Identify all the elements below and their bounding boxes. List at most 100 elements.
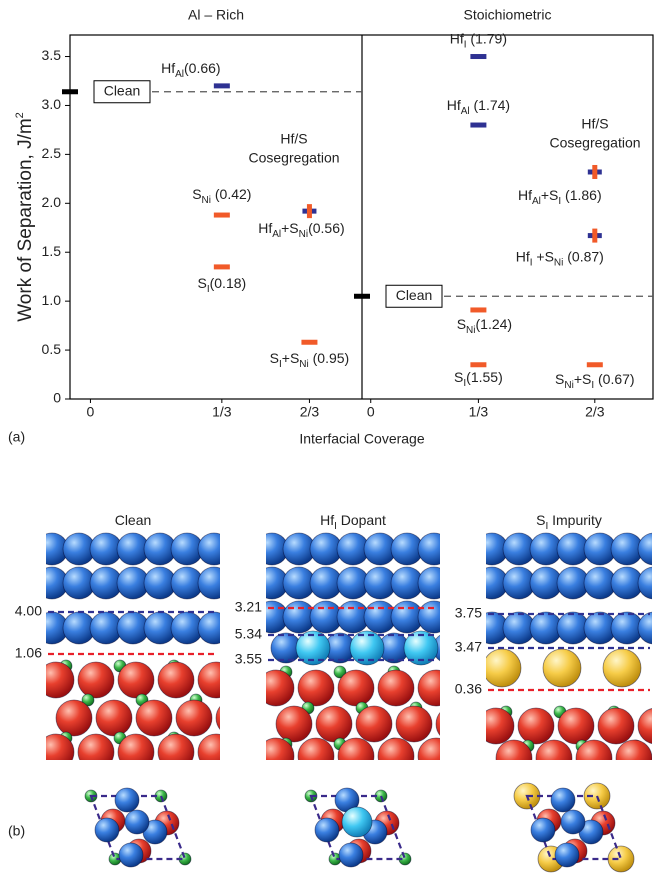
atom [95, 818, 119, 842]
level-label: 3.47 [455, 639, 482, 655]
text-run: (0.95) [309, 350, 349, 366]
atom [418, 738, 454, 774]
atom [258, 670, 294, 706]
atom [436, 706, 472, 742]
point-marker [587, 362, 603, 367]
y-tick-label: 3.5 [42, 47, 62, 63]
atom [158, 662, 194, 698]
text-run: Work of Separation, J/m [15, 118, 36, 321]
atom [478, 708, 514, 744]
point-label: SI(1.55) [454, 368, 503, 388]
point-marker [214, 213, 230, 218]
point-marker [470, 307, 486, 312]
point-label: SNi+SI (0.67) [555, 370, 635, 390]
y-tick-label: 2.0 [42, 194, 62, 210]
atom [198, 734, 234, 770]
atom [198, 567, 230, 599]
atom [158, 734, 194, 770]
y-axis-label: Work of Separation, J/m2 [14, 112, 36, 322]
text-run: Hf [516, 248, 530, 264]
subscript: Ni [202, 195, 211, 206]
subscript: Ni [554, 258, 563, 269]
panel-title: Al – Rich [188, 7, 244, 23]
text-run: Impurity [548, 512, 602, 528]
atom [638, 612, 665, 644]
atom [315, 818, 339, 842]
atom [258, 738, 294, 774]
annotation: Hf/S [581, 116, 608, 132]
text-run: (1.79) [467, 30, 507, 46]
atom [115, 788, 139, 812]
point-label: HfAl+SI (1.86) [518, 187, 602, 207]
point-label: SNi (0.42) [192, 186, 251, 206]
text-run: S [197, 275, 206, 291]
x-tick-label: 0 [367, 404, 375, 420]
annotation: Cosegregation [549, 135, 640, 151]
atom [38, 662, 74, 698]
text-run: Hf [450, 30, 464, 46]
annotation: Cosegregation [248, 150, 339, 166]
point-marker [301, 340, 317, 345]
atom [418, 670, 454, 706]
panel-label: (b) [8, 823, 25, 839]
atom [555, 843, 579, 867]
text-run: Hf [258, 220, 272, 236]
subscript: Ni [299, 229, 308, 240]
text-run: (0.18) [210, 275, 247, 291]
atom [561, 810, 585, 834]
atom [616, 740, 652, 776]
text-run: S [555, 370, 564, 386]
text-run: (1.86) [561, 187, 601, 203]
point-label: HfI +SNi (0.87) [516, 248, 604, 268]
atom [558, 708, 594, 744]
side-view [256, 533, 472, 774]
level-label: 3.55 [235, 651, 262, 667]
atom [608, 846, 634, 872]
atom [56, 700, 92, 736]
text-run: Hf [447, 97, 461, 113]
atom [543, 649, 581, 687]
atom [78, 734, 114, 770]
atom [603, 649, 641, 687]
text-run: (0.87) [563, 248, 603, 264]
atom [531, 818, 555, 842]
atom [342, 807, 372, 837]
atom [551, 788, 575, 812]
subscript: Ni [466, 325, 475, 336]
y-tick-label: 1.5 [42, 243, 62, 259]
superscript: 2 [14, 112, 26, 118]
atom [78, 662, 114, 698]
atom [276, 706, 312, 742]
text-run: +S [574, 370, 592, 386]
atom [198, 612, 230, 644]
x-tick-label: 0 [87, 404, 95, 420]
point-marker [307, 204, 312, 218]
text-run: (1.74) [470, 97, 510, 113]
text-run: (0.42) [211, 186, 251, 202]
clean-marker [354, 294, 370, 299]
text-run: S [270, 350, 279, 366]
text-run: (1.24) [476, 316, 513, 332]
panel-title: Stoichiometric [464, 7, 552, 23]
atom [118, 662, 154, 698]
point-marker [470, 123, 486, 128]
point-label: SI+SNi (0.95) [270, 350, 350, 370]
atom [298, 738, 334, 774]
atom [176, 700, 212, 736]
atom [638, 567, 665, 599]
y-tick-label: 1.0 [42, 292, 62, 308]
text-run: Hf [320, 512, 334, 528]
subscript: Al [175, 69, 184, 80]
atom [496, 740, 532, 776]
atom [418, 601, 450, 633]
point-marker [214, 83, 230, 88]
level-label: 3.75 [455, 605, 482, 621]
level-label: 3.21 [235, 599, 262, 615]
top-view [305, 788, 411, 867]
text-run: (0.56) [308, 220, 345, 236]
atom [118, 734, 154, 770]
atom [216, 700, 252, 736]
point-label: HfAl(0.66) [161, 60, 220, 80]
text-run: Hf [161, 60, 175, 76]
